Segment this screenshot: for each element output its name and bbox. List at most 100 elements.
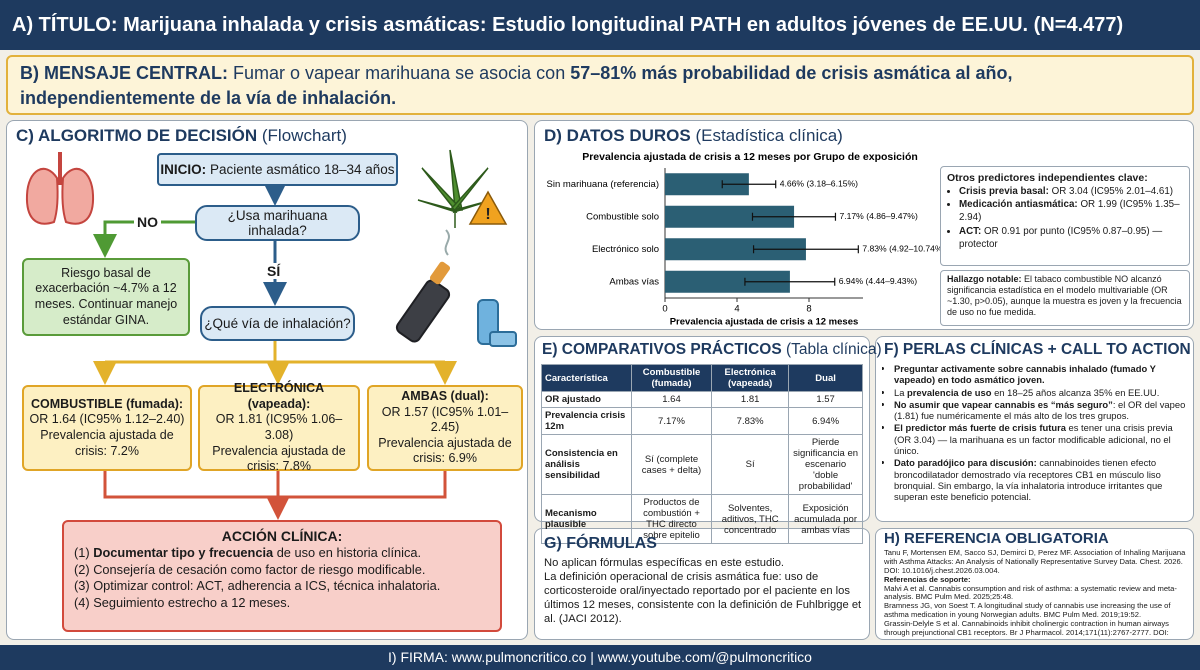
row: OR ajustado 1.64 1.81 1.57 — [541, 391, 863, 408]
message-tail: más probabilidad de crisis asmática al a… — [20, 63, 1013, 108]
predictor-name: Medicación antiasmática: — [959, 199, 1078, 211]
cell: Solventes, aditivos, THC concentrado — [711, 494, 790, 544]
support-reference: Bramness JG, von Soest T. A longitudinal… — [884, 601, 1171, 620]
cell: 1.64 — [630, 391, 713, 408]
support-reference: Grassin-Delyle S et al. Cannabinoids inh… — [884, 619, 1169, 637]
pearl-bold: El predictor más fuerte de crisis futura — [894, 422, 1066, 434]
predictor: Medicación antiasmática: OR 1.99 (IC95% … — [959, 199, 1183, 224]
row: Mecanismo plausible Productos de combusti… — [541, 494, 863, 544]
branch-box: AMBAS (dual): OR 1.57 (IC95% 1.01–2.45) … — [367, 385, 523, 471]
comparison-table: Característica Combustible (fumada) Elec… — [541, 364, 863, 544]
pearl-bold: No asumir que vapear cannabis es “más se… — [894, 398, 1113, 410]
branch-prevalence: Prevalencia ajustada de crisis: 7.2% — [40, 428, 174, 458]
pearls-panel — [875, 336, 1194, 522]
message-text: Fumar o vapear marihuana se asocia con — [233, 63, 566, 83]
reference-text: Tanu F, Mortensen EM, Sacco SJ, Demirci … — [884, 549, 1188, 637]
item-number: (1) — [74, 545, 90, 561]
warning-icon: ! — [468, 190, 508, 225]
section-title: H) REFERENCIA OBLIGATORIA — [884, 530, 1109, 547]
finding-label: Hallazgo notable: — [947, 274, 1022, 284]
pearl-text: en 18–25 años alcanza 35% en EE.UU. — [994, 386, 1160, 398]
message-label: B) MENSAJE CENTRAL: — [20, 63, 229, 83]
reference-panel — [875, 528, 1194, 640]
support-reference: Malvi A et al. Cannabis consumption and … — [884, 583, 1177, 602]
chart-title: Prevalencia ajustada de crisis a 12 mese… — [582, 151, 918, 163]
predictors-title: Otros predictores independientes clave: — [947, 172, 1148, 184]
arrow — [103, 471, 447, 499]
cannabis-icon — [417, 149, 493, 228]
decision-box: ¿Qué vía de inhalación? — [200, 306, 355, 341]
y-tick-label: Ambas vías — [609, 276, 659, 287]
branch-box: COMBUSTIBLE (fumada): OR 1.64 (IC95% 1.1… — [22, 385, 192, 471]
branch-prevalence: Prevalencia ajustada de crisis: 6.9% — [378, 435, 512, 466]
branch-or: OR 1.81 (IC95% 1.06–3.08) — [215, 412, 343, 442]
branch-prevalence: Prevalencia ajustada de crisis: 7.8% — [212, 443, 346, 474]
vape-icon — [395, 229, 451, 343]
cell: Sí (complete cases + delta) — [630, 434, 713, 495]
cell: 6.94% — [788, 407, 863, 435]
start-text: Paciente asmático 18–34 años — [209, 162, 395, 177]
footer: I) FIRMA: www.pulmoncritico.co | www.you… — [0, 645, 1200, 670]
header-bar: A) TÍTULO: Marijuana inhalada y crisis a… — [0, 0, 1200, 50]
no-outcome-box: Riesgo basal de exacerbación ~4.7% a 12 … — [22, 258, 190, 336]
y-tick-label: Sin marihuana (referencia) — [547, 179, 659, 190]
pearl-text: cannabinoides tienen efecto broncodilata… — [894, 457, 1163, 503]
action-item: (2) Consejería de cesación como factor d… — [74, 561, 426, 577]
title-text: E) COMPARATIVOS PRÁCTICOS — [542, 341, 782, 358]
pearl-before: La — [894, 386, 905, 398]
bar — [665, 270, 790, 293]
title-sub: (Estadística clínica) — [695, 126, 843, 145]
predictor-name: ACT: — [959, 225, 982, 237]
action-item: (1) Documentar tipo y frecuencia de uso … — [74, 545, 490, 562]
pearl-text: : el OR del vapeo (1.81) fue numéricamen… — [894, 398, 1186, 422]
cell: Mecanismo plausible — [541, 494, 632, 544]
pearl: El predictor más fuerte de crisis futura… — [894, 422, 1188, 456]
y-tick-label: Electrónico solo — [592, 244, 659, 255]
finding-box: Hallazgo notable: El tabaco combustible … — [940, 270, 1190, 326]
cell: 1.57 — [788, 391, 863, 408]
section-title: G) FÓRMULAS — [544, 535, 657, 552]
start-label: INICIO: — [160, 162, 207, 177]
decision-text: ¿Usa marihuana inhalada? — [227, 208, 328, 238]
paragraph: La definición operacional de crisis asmá… — [544, 571, 862, 625]
x-axis-label: Prevalencia ajustada de crisis a 12 mese… — [670, 317, 859, 328]
pearl: Dato paradójico para discusión: cannabin… — [894, 457, 1188, 502]
bar — [665, 238, 806, 261]
predictor-text: OR 0.91 por punto (IC95% 0.87–0.95) — pr… — [959, 225, 1163, 250]
title-text: C) ALGORITMO DE DECISIÓN — [16, 126, 258, 145]
predictors-box: Otros predictores independientes clave: … — [940, 166, 1190, 266]
section-title: E) COMPARATIVOS PRÁCTICOS (Tabla clínica… — [542, 341, 882, 359]
value-label: 4.66% (3.18–6.15%) — [780, 179, 858, 189]
formulas-text: No aplican fórmulas específicas en este … — [544, 556, 862, 626]
value-label: 7.17% (4.86–9.47%) — [839, 211, 917, 221]
section-title: D) DATOS DUROS (Estadística clínica) — [544, 126, 843, 146]
pearl-bold: prevalencia de uso — [907, 386, 992, 398]
pearl: La prevalencia de uso en 18–25 años alca… — [894, 387, 1188, 398]
action-title: ACCIÓN CLÍNICA: — [221, 528, 343, 544]
x-tick-label: 4 — [734, 304, 739, 315]
item-bold: Documentar tipo y frecuencia — [93, 545, 274, 561]
action-item: (4) Seguimiento estrecho a 12 meses. — [74, 595, 291, 611]
no-label: NO — [134, 214, 161, 230]
no-outcome-text: Riesgo basal de exacerbación ~4.7% a 12 … — [34, 265, 178, 327]
pearl: Preguntar activamente sobre cannabis inh… — [894, 363, 1188, 386]
header-row: Característica Combustible (fumada) Elec… — [541, 364, 863, 392]
row: Consistencia en análisis sensibilidad Sí … — [541, 434, 863, 495]
bar — [665, 205, 795, 228]
list: Preguntar activamente sobre cannabis inh… — [882, 363, 1188, 502]
pearl-text: es tener una crisis previa (OR 3.04) — l… — [894, 422, 1173, 456]
cell: Consistencia en análisis sensibilidad — [541, 434, 632, 495]
svg-text:!: ! — [485, 206, 490, 223]
branch-or: OR 1.57 (IC95% 1.01–2.45) — [381, 404, 509, 435]
predictors-list: Crisis previa basal: OR 3.04 (IC95% 2.01… — [947, 186, 1183, 252]
inhaler-icon — [477, 299, 517, 347]
central-message: B) MENSAJE CENTRAL: Fumar o vapear marih… — [6, 55, 1194, 115]
item-text: de uso en historia clínica. — [276, 545, 422, 561]
section-title: C) ALGORITMO DE DECISIÓN (Flowchart) — [16, 126, 347, 146]
cell: Productos de combustión + THC directo so… — [630, 494, 713, 544]
main-reference: Tanu F, Mortensen EM, Sacco SJ, Demirci … — [884, 549, 1186, 575]
action-box: ACCIÓN CLÍNICA: (1) Documentar tipo y fr… — [62, 520, 502, 632]
decision-text: ¿Qué vía de inhalación? — [204, 316, 351, 331]
branch-title: COMBUSTIBLE (fumada): — [30, 396, 184, 411]
